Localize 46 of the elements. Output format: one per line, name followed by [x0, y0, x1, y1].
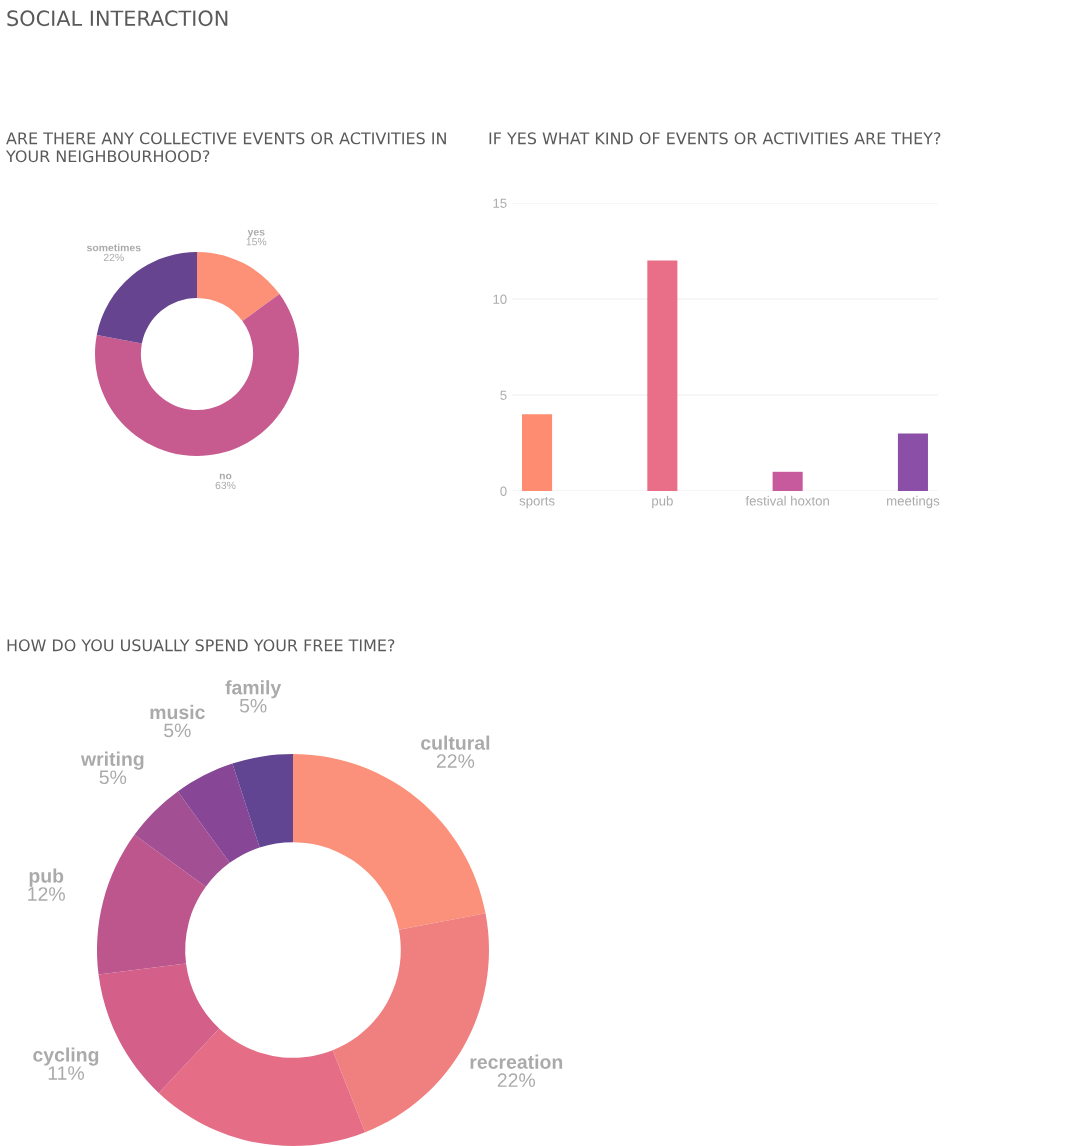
- data-label: 5%: [99, 770, 127, 785]
- data-label: 22%: [103, 253, 124, 262]
- slice-label: yes: [247, 229, 265, 238]
- data-label: 5%: [164, 723, 191, 738]
- y-tick-label: 15: [493, 198, 507, 208]
- y-tick-label: 5: [500, 390, 507, 400]
- data-label: 12%: [28, 887, 65, 901]
- bar: [522, 414, 553, 491]
- donut-slice: [134, 791, 230, 887]
- bar: [897, 433, 928, 491]
- y-tick-label: 10: [493, 294, 507, 304]
- slice-label: music: [150, 704, 205, 720]
- chart-title: HOW DO YOU USUALLY SPEND YOUR FREE TIME?: [7, 639, 395, 652]
- chart-title: ARE THERE ANY COLLECTIVE EVENTS OR ACTIVITIES IN YOUR NEIGHBOURHOOD?: [5, 132, 446, 163]
- donut-slice: [98, 963, 220, 1093]
- donut-slice: [293, 754, 486, 930]
- data-label: 22%: [436, 754, 475, 768]
- data-label: 15%: [246, 237, 267, 246]
- donut-slice: [177, 763, 260, 863]
- slice-label: no: [219, 473, 232, 480]
- data-label: 22%: [497, 1073, 536, 1087]
- y-tick-label: 0: [500, 486, 507, 496]
- donut-slice: [158, 1028, 366, 1146]
- slice-label: writing: [80, 751, 144, 770]
- data-label: 63%: [215, 481, 236, 490]
- x-tick-label: festival hoxton: [745, 495, 829, 506]
- x-tick-label: sports: [519, 496, 555, 509]
- donut-slice: [95, 294, 299, 456]
- slice-label: recreation: [470, 1054, 563, 1069]
- donut-slice: [97, 834, 206, 975]
- x-tick-label: meetings: [887, 495, 940, 509]
- donut-slice: [232, 754, 293, 848]
- x-tick-label: pub: [652, 495, 673, 509]
- chart-title: IF YES WHAT KIND OF EVENTS OR ACTIVITIES ARE THEY?: [489, 132, 941, 145]
- slice-label: cycling: [33, 1047, 99, 1066]
- donut-slice: [96, 252, 197, 344]
- data-label: 11%: [48, 1066, 85, 1080]
- bar: [647, 260, 678, 491]
- bar: [772, 471, 803, 491]
- slice-label: cultural: [421, 735, 490, 750]
- text: SOCIAL INTERACTION: [7, 10, 228, 27]
- data-label: 5%: [239, 698, 267, 713]
- slice-label: sometimes: [86, 243, 141, 252]
- donut-slice: [197, 252, 280, 322]
- slice-label: pub: [29, 868, 64, 887]
- slice-label: family: [225, 680, 282, 699]
